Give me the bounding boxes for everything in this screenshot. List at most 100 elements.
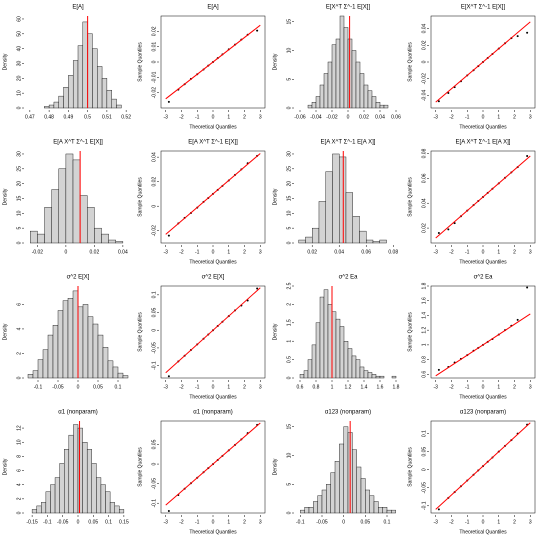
hist-bar [345,192,353,244]
x-tick-label: 1.6 [377,384,384,390]
x-tick-label: -1 [195,384,200,390]
y-tick-label: -0.01 [151,71,157,83]
hist-bar [311,344,317,379]
hist-bar [300,509,305,514]
hist-bar [109,502,115,514]
x-tick-label: 0 [342,519,345,525]
hist-bar [378,507,383,514]
x-tick-label: 1.8 [393,384,400,390]
y-tick-label: 4 [16,483,22,486]
y-tick-label: 0.05 [151,307,157,317]
hist-bar [367,372,373,379]
hist-bar [339,443,344,514]
hist-bar [68,75,74,109]
hist-bar [304,507,310,514]
y-axis-label: Density [272,53,278,70]
hist-bar [31,509,37,514]
x-tick-label: 0 [77,519,80,525]
x-tick-label: -0.1 [296,519,305,525]
hist-bar [42,349,49,379]
hist-bar [367,90,373,109]
hist-bar [327,304,333,379]
x-tick-label: -2 [449,384,454,390]
qq-point [167,510,170,513]
hist-bar [72,290,79,379]
hist-bar [62,300,69,379]
y-tick-label: -0.04 [421,90,427,102]
hist-bar [335,318,341,379]
hist-bar [330,472,336,514]
y-tick-label: 1.4 [421,312,427,319]
hist-bar [383,104,389,109]
x-tick-label: 0 [347,114,350,120]
panel-title: α123 (nonparam) [460,410,506,416]
x-tick-label: -1 [195,114,200,120]
hist-bar [317,495,323,514]
hist-bar [114,505,120,514]
qq-point [167,375,170,378]
x-tick-label: 0 [77,384,80,390]
hist-bar [305,236,313,244]
hist-bar [323,73,329,109]
y-tick-label: 0.02 [151,177,157,187]
hist-bar [27,374,34,379]
y-tick-label: 12 [16,425,22,431]
x-tick-label: 3 [529,384,532,390]
y-tick-label: -0.1 [151,361,157,370]
y-tick-label: 1 [286,340,292,343]
x-tick-label: 0.06 [391,114,401,120]
hist-bar [299,374,305,379]
y-tick-label: 20 [16,75,22,81]
x-tick-label: -2 [449,519,454,525]
x-tick-label: 3 [259,384,262,390]
qq-point [167,234,170,237]
hist-bar [339,326,345,379]
y-tick-label: 1.2 [421,326,427,333]
x-tick-label: -1 [195,519,200,525]
x-tick-label: 1 [227,384,230,390]
qq-point [256,29,259,32]
x-tick-label: -1 [465,114,470,120]
y-tick-label: 0.1 [421,430,427,437]
y-axis-label: Density [272,458,278,475]
x-tick-label: -0.05 [57,519,69,525]
qq-line [435,155,531,239]
x-tick-label: 0 [482,384,485,390]
panel-title: E[X^T Σ^-1 E[X]] [326,5,371,11]
hist-bar [82,304,89,379]
hist-bar [303,370,309,379]
y-tick-label: 0.01 [151,42,157,52]
x-axis-label: Theoretical Quantiles [189,529,237,535]
x-tick-label: 0.5 [84,114,91,120]
y-tick-label: 0 [286,241,292,244]
x-tick-label: 2 [513,384,516,390]
hist-bar [331,44,337,109]
x-tick-label: 1 [497,384,500,390]
qq-point [437,368,440,371]
y-tick-label: 5 [286,483,292,486]
hist-bar [44,106,50,109]
x-tick-label: -3 [434,384,439,390]
hist-bar [332,153,340,244]
hist-bar [382,507,388,514]
x-tick-label: -1 [195,249,200,255]
y-tick-label: 0 [16,376,22,379]
qq-line [165,24,261,100]
hist-bar [77,306,84,379]
hist-bar [391,509,396,514]
hist-bar [67,298,74,379]
y-tick-label: 0.04 [151,152,157,162]
x-axis-label: Theoretical Quantiles [459,124,507,130]
y-tick-label: 10 [16,439,22,445]
hist-bar [119,509,125,514]
hist-bar [372,241,380,244]
hist-bar [45,491,51,514]
hist-bar [379,239,387,244]
y-tick-label: 20 [16,181,22,187]
x-tick-label: 2 [243,114,246,120]
x-tick-label: 0.06 [361,249,371,255]
y-tick-label: 0 [16,241,22,244]
y-tick-label: -0.02 [421,73,427,85]
hist-bar [122,375,129,379]
y-tick-label: 0 [151,205,157,208]
